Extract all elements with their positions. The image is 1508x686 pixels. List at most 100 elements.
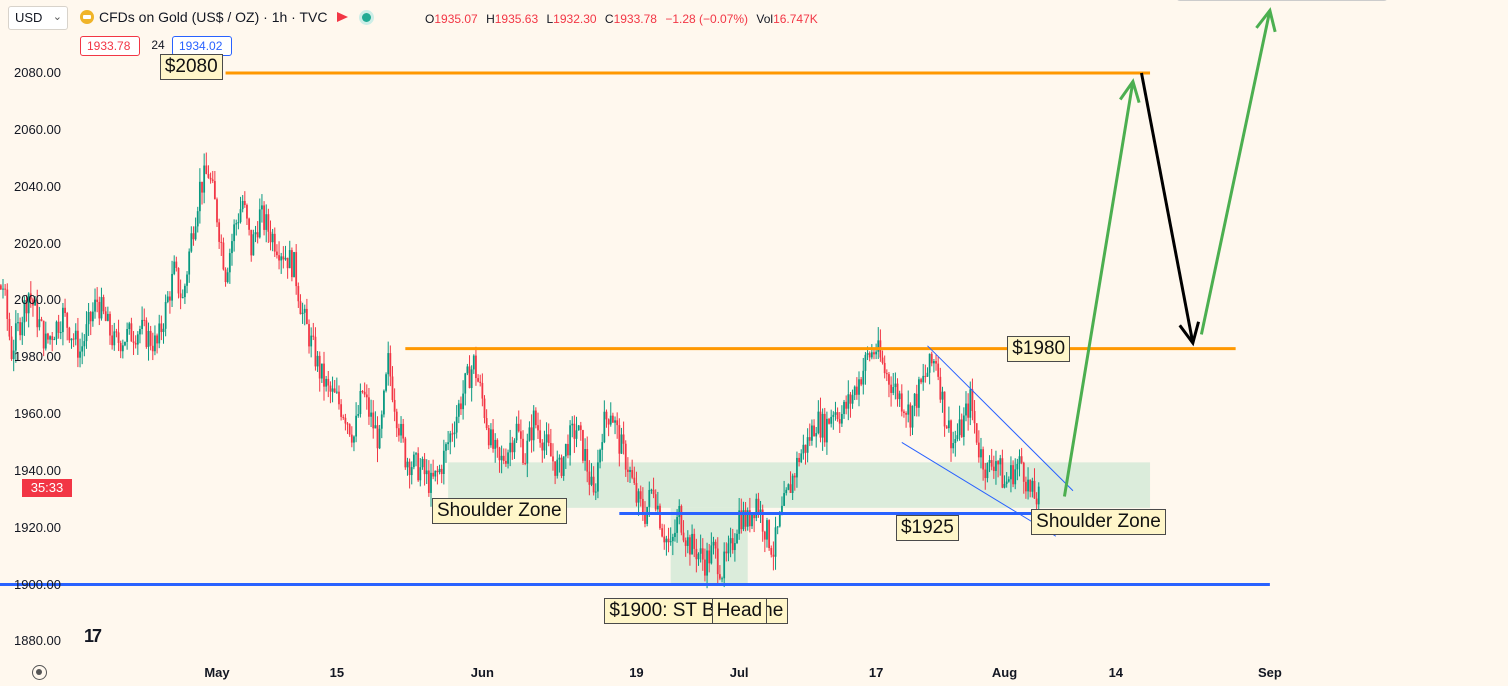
candle-down: [808, 437, 811, 441]
candle-up: [877, 340, 880, 352]
candle-up: [1037, 486, 1040, 505]
candle-up: [791, 475, 794, 493]
candle-up: [742, 510, 745, 530]
y-tick-label: 1880.00: [14, 633, 61, 649]
candle-up: [445, 444, 447, 451]
candle-down: [905, 413, 907, 415]
candle-down: [592, 476, 595, 493]
wedge-trendline: [901, 442, 1057, 537]
candle-down: [481, 383, 484, 399]
candle-down: [66, 313, 69, 328]
ohlc-high: 1935.63: [494, 12, 539, 26]
ohlc-open-key: O: [425, 12, 435, 26]
candle-up: [840, 413, 843, 424]
ohlc-low: 1932.30: [553, 12, 597, 26]
candle-down: [134, 342, 137, 345]
candle-up: [686, 537, 689, 546]
time-axis[interactable]: May 15 Jun 19 Jul 17 Aug 14 Sep: [0, 660, 1508, 686]
annotation-label[interactable]: Shoulder Zone: [431, 497, 567, 524]
symbol-title[interactable]: CFDs on Gold (US$ / OZ) · 1h · TVC: [80, 9, 372, 25]
candle-up: [629, 470, 631, 472]
candle-down: [117, 332, 120, 343]
price-axis[interactable]: 2080.00 2060.00 2040.00 2020.00 2000.00 1980.…: [0, 0, 72, 686]
candle-down: [626, 469, 629, 472]
settings-icon[interactable]: [32, 665, 47, 680]
candle-down: [663, 536, 666, 543]
candle-down: [855, 386, 858, 395]
candle-up: [928, 353, 931, 373]
candle-down: [567, 443, 569, 456]
candle-down: [391, 376, 394, 400]
ohlc-close: 1933.78: [613, 12, 657, 26]
candle-up: [87, 312, 90, 325]
currency-select[interactable]: USD ⌄: [8, 6, 68, 30]
candle-up: [59, 332, 62, 334]
ohlc-close-key: C: [604, 12, 614, 26]
candle-down: [404, 438, 407, 468]
annotation-label[interactable]: Shoulder Zone: [1031, 509, 1166, 536]
candle-up: [918, 379, 920, 408]
candle-down: [25, 300, 28, 314]
candle-up: [802, 444, 805, 454]
y-tick-label: 1960.00: [14, 406, 61, 422]
candle-up: [288, 250, 291, 269]
candle-down: [276, 251, 278, 256]
flag-icon[interactable]: [337, 12, 349, 22]
candle-up: [83, 341, 86, 347]
candle-up: [821, 413, 824, 438]
candle-down: [498, 447, 501, 461]
candle-up: [355, 415, 357, 437]
annotation-label[interactable]: $1925: [895, 514, 959, 541]
candle-down: [333, 388, 336, 393]
candle-up: [656, 505, 659, 510]
projection-arrow-shaft: [1062, 81, 1135, 497]
chevron-down-icon: ⌄: [52, 11, 62, 23]
candle-down: [145, 320, 148, 347]
candle-up: [614, 420, 616, 423]
candle-up: [913, 393, 916, 406]
candle-up: [1005, 481, 1008, 485]
candle-down: [549, 442, 552, 457]
candle-down: [346, 423, 349, 425]
symbol-title-text: CFDs on Gold (US$ / OZ) · 1h · TVC: [99, 9, 328, 25]
candle-down: [102, 297, 105, 312]
candle-up: [926, 372, 929, 377]
annotation-label[interactable]: $2080: [159, 54, 223, 81]
candle-down: [661, 528, 664, 537]
candle-up: [545, 434, 548, 443]
candle-up: [359, 391, 362, 415]
buy-price-button[interactable]: 1934.02: [172, 36, 232, 56]
candle-down: [744, 510, 747, 527]
candle-down: [704, 559, 706, 576]
candle-up: [858, 379, 860, 395]
x-tick-label: 14: [1108, 665, 1124, 680]
candle-up: [665, 538, 668, 543]
annotation-label[interactable]: $1980: [1007, 335, 1071, 362]
candle-down: [845, 401, 848, 409]
candle-down: [308, 324, 310, 347]
candle-down: [753, 513, 756, 519]
projection-arrows[interactable]: [1062, 7, 1277, 497]
candle-down: [483, 398, 486, 419]
candle-up: [442, 450, 445, 475]
candle-up: [34, 299, 36, 306]
candle-down: [828, 418, 830, 424]
candle-up: [532, 410, 535, 441]
tradingview-logo[interactable]: 17: [84, 626, 102, 646]
candle-up: [584, 448, 586, 461]
annotation-label[interactable]: Head: [711, 598, 768, 625]
candle-up: [74, 330, 77, 340]
candle-down: [517, 423, 520, 432]
candle-down: [0, 285, 2, 290]
candle-down: [984, 469, 987, 479]
sell-price-button[interactable]: 1933.78: [80, 36, 140, 56]
level-lines[interactable]: [0, 71, 1270, 587]
candle-down: [915, 393, 918, 408]
candle-down: [622, 434, 625, 444]
wedge-lines[interactable]: [901, 345, 1074, 537]
candle-up: [196, 211, 199, 227]
candle-up: [736, 533, 738, 544]
candle-down: [652, 489, 655, 495]
candle-up: [462, 393, 464, 410]
